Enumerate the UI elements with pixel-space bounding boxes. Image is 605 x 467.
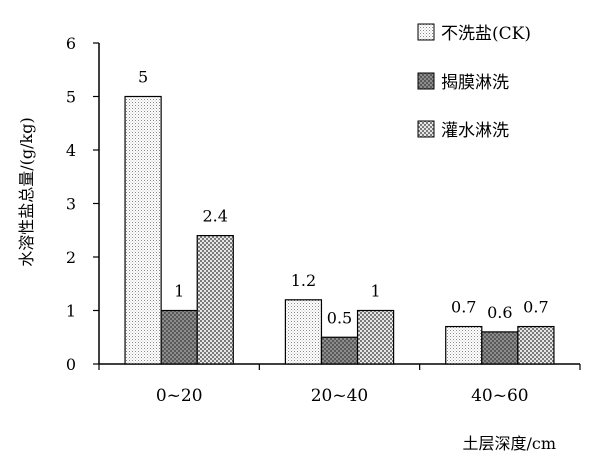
- data-label: 2.4: [203, 207, 228, 226]
- data-label: 1: [174, 282, 184, 301]
- y-tick-label: 3: [66, 195, 76, 214]
- y-tick-label: 1: [66, 302, 76, 321]
- x-axis-title: 土层深度/cm: [462, 434, 556, 453]
- category-label: 40~60: [471, 386, 529, 406]
- data-label: 0.7: [523, 298, 548, 317]
- data-label: 0.7: [451, 298, 476, 317]
- y-tick-label: 2: [66, 248, 76, 267]
- bar-check-2: [356, 309, 395, 365]
- category-label: 0~20: [156, 386, 203, 406]
- legend-swatch-ck: [417, 23, 435, 41]
- bar-check-3: [517, 325, 555, 365]
- legend-swatch-irrigation: [417, 120, 435, 138]
- data-label: 1: [370, 282, 380, 301]
- y-axis-ticks: 0 1 2 3 4 5 6: [66, 34, 99, 374]
- y-tick-label: 0: [66, 355, 76, 374]
- bar-dark-1: [160, 309, 198, 365]
- data-labels: 5 1 2.4 1.2 0.5 1 0.7 0.6 0.7: [138, 68, 549, 328]
- legend-label-film: 揭膜淋洗: [441, 73, 509, 93]
- bar-dots-2: [284, 299, 323, 365]
- category-labels: 0~20 20~40 40~60: [156, 386, 529, 406]
- bar-dots-1: [124, 95, 162, 365]
- bar-dots-3: [445, 325, 483, 365]
- legend-label-ck: 不洗盐(CK): [441, 24, 531, 44]
- legend: 不洗盐(CK) 揭膜淋洗 灌水淋洗: [417, 23, 531, 141]
- bar-dark-3: [481, 331, 519, 365]
- legend-label-irrigation: 灌水淋洗: [441, 121, 509, 141]
- x-axis-ticks: [98, 364, 581, 370]
- bars: [124, 95, 555, 365]
- y-tick-label: 6: [66, 34, 76, 53]
- data-label: 1.2: [291, 271, 316, 290]
- bar-dark-2: [320, 336, 359, 365]
- bar-check-1: [196, 235, 234, 365]
- y-axis-title: 水溶性盐总量/(g/kg): [17, 117, 36, 266]
- data-label: 0.5: [327, 308, 352, 327]
- category-label: 20~40: [311, 386, 369, 406]
- y-tick-label: 5: [66, 88, 76, 107]
- data-label: 5: [138, 68, 148, 87]
- legend-swatch-film: [417, 72, 435, 90]
- data-label: 0.6: [487, 303, 512, 322]
- y-tick-label: 4: [66, 141, 76, 160]
